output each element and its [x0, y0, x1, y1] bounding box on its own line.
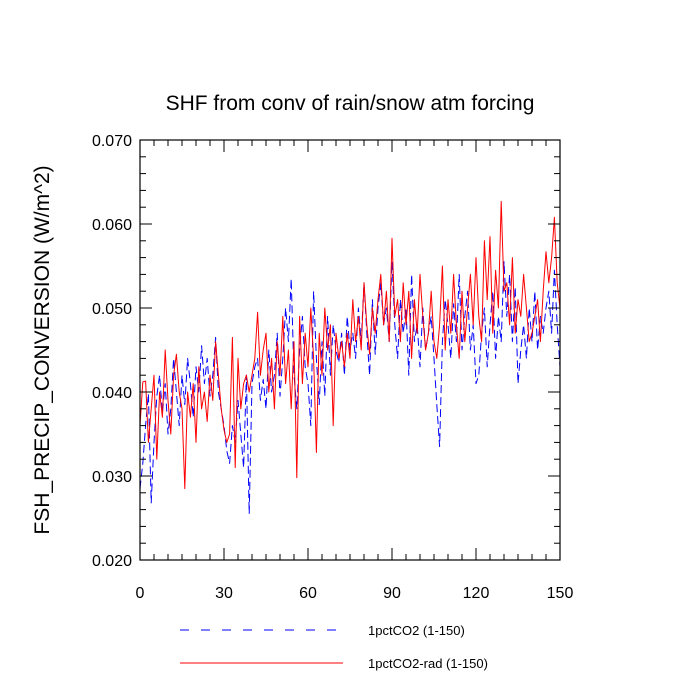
legend-label-1: 1pctCO2 (1-150) — [368, 623, 465, 638]
y-tick-label: 0.050 — [92, 301, 132, 318]
x-tick-label: 90 — [383, 585, 401, 602]
x-tick-label: 120 — [463, 585, 490, 602]
x-tick-label: 30 — [215, 585, 233, 602]
y-axis-label: FSH_PRECIP_CONVERSION (W/m^2) — [31, 165, 54, 534]
y-tick-label: 0.070 — [92, 133, 132, 150]
x-tick-label: 0 — [136, 585, 145, 602]
series-line-1 — [139, 261, 561, 515]
series-line-2 — [139, 200, 561, 490]
x-tick-label: 60 — [299, 585, 317, 602]
chart-title: SHF from conv of rain/snow atm forcing — [166, 92, 535, 115]
legend-label-2: 1pctCO2-rad (1-150) — [368, 656, 488, 671]
y-tick-label: 0.040 — [92, 385, 132, 402]
y-tick-label: 0.030 — [92, 469, 132, 486]
series-layer — [139, 200, 561, 515]
axis-ticks: 0 30 60 90 120 150 0.020 0.030 0.040 0.050 0.060 0.… — [92, 133, 573, 602]
y-tick-label: 0.060 — [92, 217, 132, 234]
legend: 1pctCO2 (1-150) 1pctCO2-rad (1-150) — [180, 623, 488, 671]
y-tick-label: 0.020 — [92, 553, 132, 570]
x-tick-label: 150 — [547, 585, 574, 602]
